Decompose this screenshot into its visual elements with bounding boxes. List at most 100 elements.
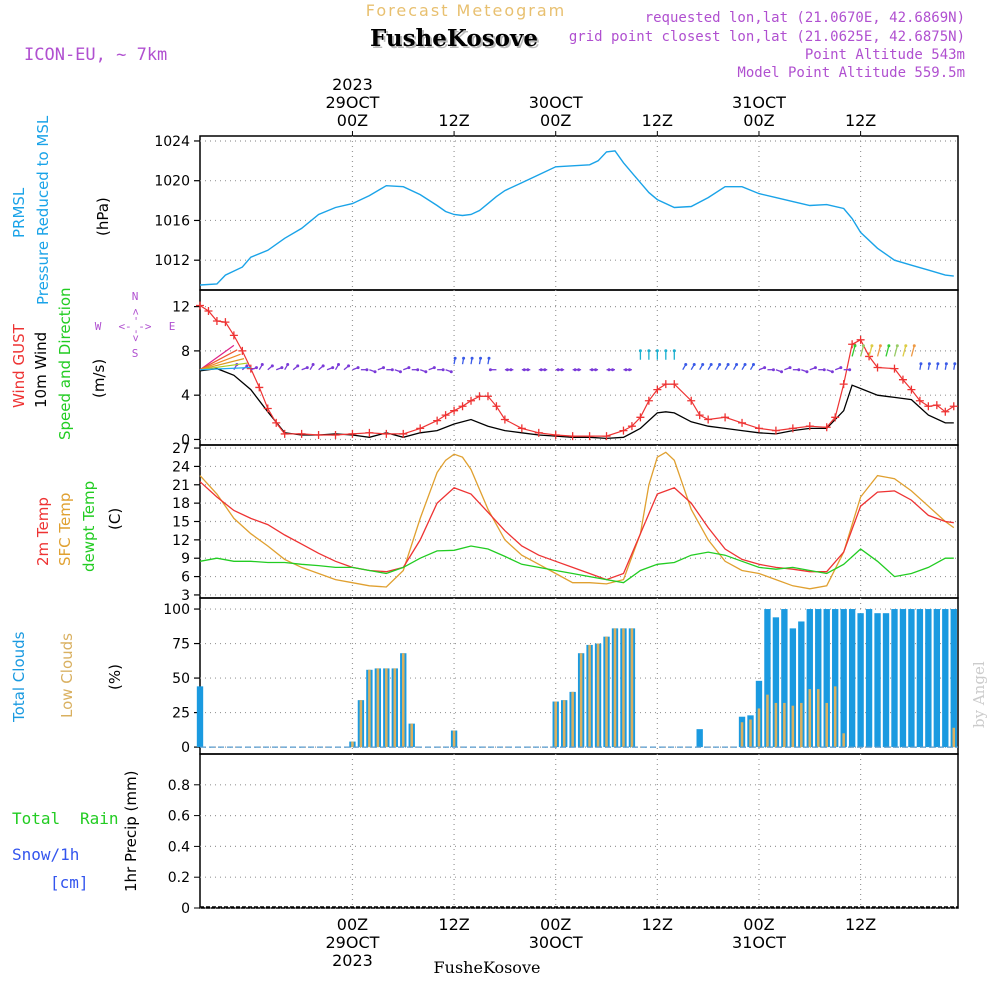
gust-marker [941,407,950,416]
gust-marker [492,402,501,411]
wind-direction-arrow-head [726,363,730,367]
time-label-top: 31OCT [732,93,786,112]
gust-marker [229,331,238,340]
compass-s: S [132,347,139,360]
y-tick-label: 21 [172,478,190,494]
total-cloud-bar [933,609,941,748]
gust-marker [839,380,848,389]
gust-marker [500,415,509,424]
panel-frame [199,135,959,291]
model-altitude: Model Point Altitude 559.5m [737,65,965,81]
wind-direction-arrow [868,345,873,357]
wind-direction-arrow [859,345,865,357]
wind-direction-arrow-head [280,366,284,370]
low-cloud-bar [622,628,625,748]
gust-marker [272,418,281,427]
gust-marker [467,396,476,405]
wind-direction-arrow-head [788,366,792,370]
wind-direction-arrow-head [356,366,360,370]
wind-direction-arrow-head [638,349,642,353]
total-cloud-bar [840,609,847,748]
total-cloud-bar [882,613,890,748]
wind-direction-arrow-head [848,368,852,372]
gust-marker [670,380,679,389]
gust-marker [534,428,543,437]
closest-coords: grid point closest lon,lat (21.0625E, 42… [569,29,965,45]
wind-labels: Wind GUST 10m Wind Speed and Direction (… [10,287,175,440]
wind-direction-arrow-head [718,363,722,367]
wind-direction-arrow-head [839,366,843,370]
gust-marker [771,426,780,435]
pressure-msl-label: Pressure Reduced to MSL [34,115,52,305]
wind-direction-arrow-head [692,363,696,367]
wind-direction-arrow-head [505,368,509,372]
y-tick-label: 24 [172,459,190,475]
wind-direction-arrow-head [286,363,290,367]
gust-marker [915,396,924,405]
time-label-bottom: 30OCT [529,933,583,952]
y-tick-label: 15 [172,515,190,531]
wind-direction-arrow-head [462,356,466,360]
wind-10m-label: 10m Wind [32,332,50,408]
compass-arrows-icon: <- -> [118,320,151,333]
wind-direction-arrow-head [390,368,394,372]
time-label-bottom: 29OCT [325,933,379,952]
total-cloud-bar [950,609,957,748]
total-cloud-bar [874,613,881,748]
gust-direction-arrow [199,353,241,371]
low-cloud-bar [630,628,634,748]
low-cloud-bar [588,644,591,748]
wind-unit: (m/s) [90,359,108,398]
wind-direction-arrow-head [813,366,817,370]
point-altitude: Point Altitude 543m [805,47,965,63]
low-cloud-bar [757,708,761,748]
compass-arrows-vertical-icon: <- -> [129,308,142,341]
prmsl-label: PRMSL [10,187,28,238]
total-cloud-bar [781,609,788,748]
low-cloud-bar [816,689,820,748]
low-cloud-bar [842,733,845,748]
gust-marker [382,429,391,438]
gust-marker [399,429,408,438]
gust-marker [585,432,594,441]
wind-direction-arrow-head [432,366,436,370]
wind-direction-arrow-head [797,368,801,372]
gust-marker [704,415,713,424]
wind-direction-arrow-head [953,362,957,366]
wind-direction-arrow-head [887,344,891,348]
gust-marker [416,424,425,433]
wind-direction-arrow-head [870,344,874,348]
low-cloud-bar [808,689,812,748]
precip-unit: 1hr Precip (mm) [122,771,140,892]
wind-direction-arrow-head [861,344,865,348]
total-cloud-bar [196,686,204,748]
gust-marker [458,402,467,411]
wind-direction-arrow-head [311,363,315,367]
time-label-top: 2023 [332,75,373,94]
wind-direction-arrow-head [701,363,705,367]
gust-marker [865,352,874,361]
cloud-unit: (%) [106,664,124,690]
low-cloud-bar [376,668,380,748]
gust-marker [924,402,933,411]
gust-direction-arrow [199,358,245,371]
wind-direction-arrow-head [449,370,453,374]
wind-direction-arrow-head [479,356,483,360]
low-cloud-bar [562,700,566,748]
wind-direction-arrow-head [331,366,335,370]
wind-direction-arrow-head [780,370,784,374]
total-cloud-bar [891,609,898,748]
low-cloud-bar [579,653,583,748]
y-tick-label: 0 [181,740,190,756]
wind-direction-arrow-head [416,368,420,372]
y-tick-label: 27 [172,441,190,457]
low-cloud-bar [740,722,744,748]
wind-direction-arrow-head [321,364,325,368]
compass-n: N [132,290,139,303]
total-clouds-label: Total Clouds [10,631,28,723]
gust-marker [517,424,526,433]
time-label-top: 29OCT [325,93,379,112]
wind-direction-arrow-head [919,362,923,366]
y-tick-label: 25 [172,706,190,722]
wind-direction-arrow-head [296,364,300,368]
